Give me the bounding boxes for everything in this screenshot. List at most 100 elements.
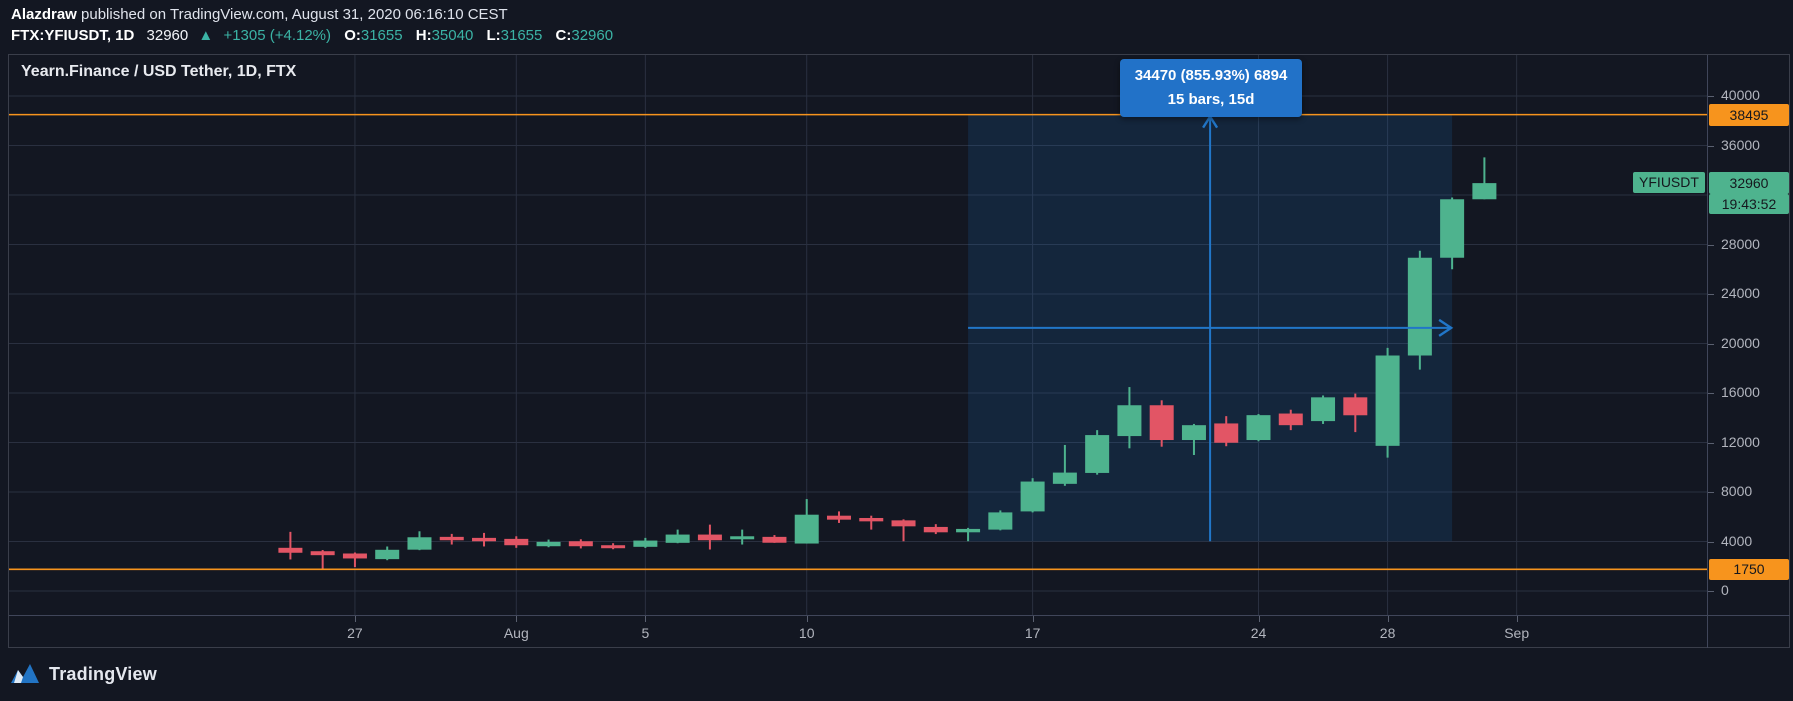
price-tick — [1708, 393, 1714, 394]
time-tick-label: Sep — [1504, 625, 1530, 641]
time-axis[interactable]: 27 Aug 5 10 17 24 28 Sep — [9, 615, 1790, 648]
price-tick-label: 4000 — [1721, 532, 1753, 549]
price-tick — [1708, 244, 1714, 246]
candle-body — [536, 541, 561, 547]
high-value: 35040 — [431, 27, 474, 44]
high-label: H: — [415, 27, 432, 44]
candle-body — [1343, 397, 1368, 416]
candle-body — [310, 551, 335, 556]
candle-body — [826, 515, 851, 520]
price-axis[interactable]: 40000 36000 28000 24000 20000 16000 1200… — [1707, 55, 1793, 648]
close-value: 32960 — [571, 27, 614, 44]
candle-body — [1246, 415, 1271, 441]
candle-body — [1117, 405, 1142, 437]
price-tick — [1708, 591, 1714, 592]
price-tick — [1708, 343, 1714, 345]
time-tick-label: 17 — [1024, 625, 1041, 641]
price-tick — [1708, 145, 1714, 147]
candle-body — [794, 514, 819, 544]
candle-body — [439, 536, 464, 541]
price-tick-label: 8000 — [1721, 483, 1753, 499]
price-tick-label: 0 — [1721, 582, 1729, 598]
last-price-badge: 32960 — [1709, 172, 1789, 195]
time-tick-label: Aug — [503, 625, 529, 641]
price-change: +1305 (+4.12%) — [223, 27, 332, 44]
symbol-price-badge: YFIUSDT — [1633, 172, 1705, 193]
candle-body — [988, 512, 1013, 530]
candle-body — [1085, 435, 1110, 473]
time-tick-label: 28 — [1379, 625, 1396, 641]
time-tick — [354, 616, 356, 622]
candle-body — [665, 534, 690, 543]
tradingview-logo-icon[interactable] — [10, 662, 40, 686]
time-tick — [1032, 616, 1034, 622]
price-tick-label: 36000 — [1721, 136, 1760, 153]
candle-body — [859, 517, 884, 522]
price-tick — [1708, 294, 1714, 295]
candle-body — [1052, 472, 1077, 484]
upper-level-badge: 38495 — [1709, 103, 1789, 126]
candle-body — [633, 540, 658, 547]
time-tick — [516, 616, 518, 622]
candle-body — [1311, 397, 1336, 422]
symbol-name: FTX:YFIUSDT, 1D — [11, 27, 135, 44]
low-value: 31655 — [500, 27, 543, 44]
chart-widget-frame — [8, 54, 1790, 648]
chart-title: Yearn.Finance / USD Tether, 1D, FTX — [21, 63, 297, 80]
price-tick-label: 16000 — [1721, 384, 1760, 400]
measure-tooltip-price-range: 34470 (855.93%) 6894 — [1134, 67, 1288, 84]
time-tick — [1258, 616, 1260, 622]
open-value: 31655 — [360, 27, 403, 44]
symbol-header: FTX:YFIUSDT, 1D 32960 ▲ +1305 (+4.12%) O… — [11, 27, 613, 44]
open-label: O: — [344, 27, 361, 44]
time-tick-label: 10 — [798, 625, 815, 641]
candle-body — [342, 553, 367, 559]
candle-body — [956, 528, 981, 533]
close-label: C: — [555, 27, 572, 44]
time-tick — [1516, 616, 1518, 622]
candle-body — [1375, 355, 1400, 446]
price-tick-label: 40000 — [1721, 87, 1760, 103]
time-tick-label: 27 — [347, 625, 363, 641]
tradingview-brand-text[interactable]: TradingView — [49, 663, 157, 684]
footer: TradingView — [10, 659, 157, 689]
price-tick — [1708, 541, 1714, 543]
time-tick — [806, 616, 808, 622]
price-tick-label: 12000 — [1721, 433, 1760, 450]
candle-body — [697, 534, 722, 541]
candle-body — [278, 547, 303, 553]
candle-body — [472, 537, 497, 542]
candle-body — [891, 520, 916, 527]
candle-body — [504, 538, 529, 546]
candle-body — [1214, 423, 1239, 443]
lower-level-badge: 1750 — [1709, 559, 1789, 581]
time-tick-label: 5 — [641, 625, 650, 641]
candle-body — [730, 536, 755, 540]
candle-body — [601, 545, 626, 549]
candle-body — [1020, 481, 1045, 512]
up-arrow-icon: ▲ — [198, 27, 214, 44]
candle-body — [1407, 257, 1432, 356]
time-tick — [1387, 616, 1389, 622]
candle-body — [1278, 413, 1303, 426]
published-text: published on TradingView.com, August 31,… — [76, 6, 508, 23]
measure-tooltip-bar-range: 15 bars, 15d — [1167, 91, 1255, 108]
candlestick-plot-area[interactable] — [9, 55, 1707, 615]
candle-body — [568, 541, 593, 547]
price-tick — [1708, 442, 1714, 444]
bar-countdown-badge: 19:43:52 — [1709, 194, 1789, 215]
measure-right-arrow-icon — [1438, 318, 1454, 337]
candle-body — [407, 537, 432, 550]
candle-body — [762, 536, 787, 543]
candle-body — [1181, 425, 1206, 441]
candle-body — [1440, 199, 1465, 258]
price-tick-label: 28000 — [1721, 235, 1760, 252]
publish-header: Alazdraw published on TradingView.com, A… — [11, 6, 508, 23]
last-price: 32960 — [146, 27, 189, 44]
measure-tooltip: 34470 (855.93%) 6894 15 bars, 15d — [1120, 59, 1302, 117]
candle-body — [923, 526, 948, 533]
time-tick-label: 24 — [1250, 625, 1267, 641]
price-tick — [1708, 96, 1714, 97]
price-tick — [1708, 492, 1714, 493]
